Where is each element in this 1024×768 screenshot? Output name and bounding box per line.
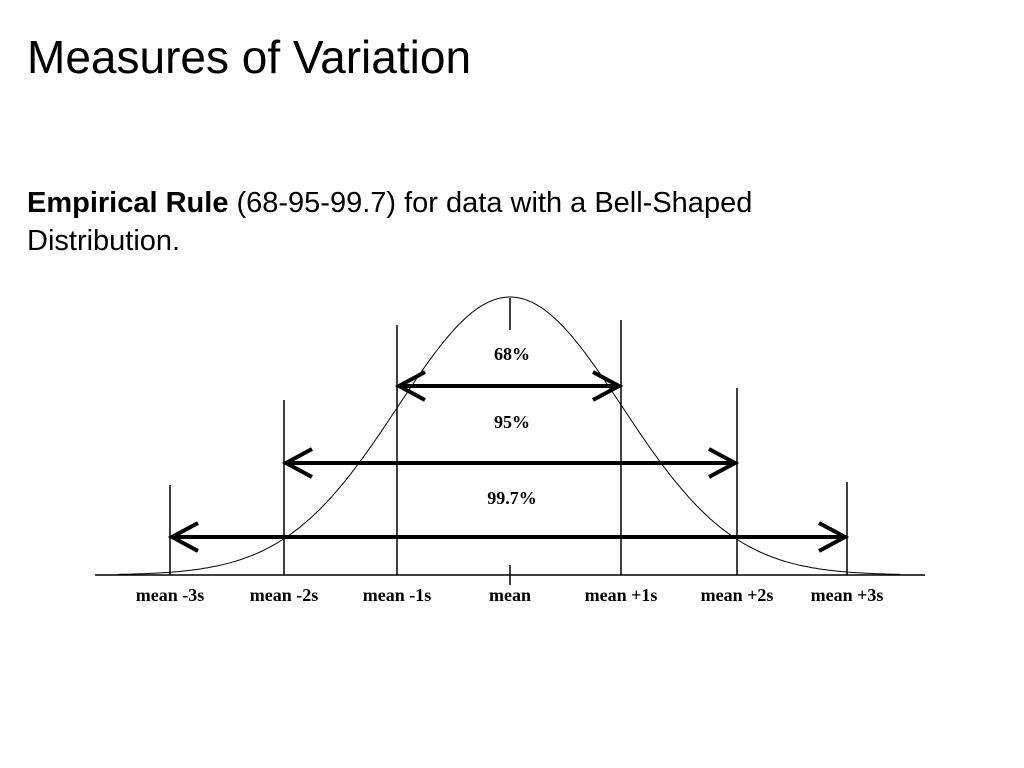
arrowhead <box>394 370 426 402</box>
axis-label: mean <box>489 585 531 605</box>
axis-label: mean +2s <box>701 585 774 605</box>
axis-label: mean -1s <box>363 585 432 605</box>
range-label: 68% <box>494 344 530 364</box>
range-label: 99.7% <box>487 488 537 508</box>
arrowhead <box>592 370 624 402</box>
arrowhead <box>281 447 313 479</box>
subtitle-text: (68-95-99.7) for data with a Bell-Shaped… <box>27 187 753 257</box>
axis-label: mean +1s <box>585 585 658 605</box>
bell-curve <box>118 296 901 575</box>
slide-title: Measures of Variation <box>27 31 472 83</box>
arrowhead <box>818 521 850 553</box>
arrowhead <box>708 447 740 479</box>
range-label: 95% <box>494 412 530 432</box>
arrowhead <box>167 521 199 553</box>
axis-label: mean -2s <box>250 585 319 605</box>
axis-label: mean -3s <box>136 585 205 605</box>
subtitle-bold: Empirical Rule <box>27 187 229 219</box>
slide-subtitle: Empirical Rule (68-95-99.7) for data with… <box>27 184 907 260</box>
axis-label: mean +3s <box>811 585 884 605</box>
